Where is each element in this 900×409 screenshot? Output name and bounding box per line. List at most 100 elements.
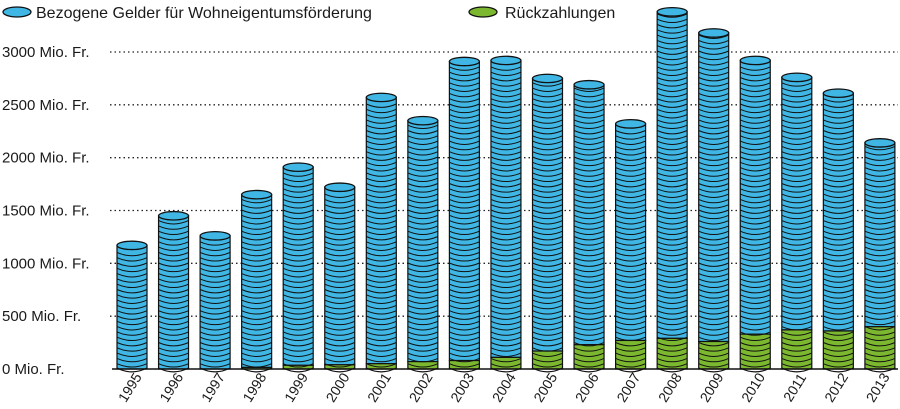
x-tick-label-2000: 2000 (322, 370, 352, 405)
coin-stack-2001 (365, 92, 397, 373)
y-axis-ticks: 0 Mio. Fr. 500 Mio. Fr. 1000 Mio. Fr. 1500 … (2, 44, 90, 378)
coin-edges-2004 (490, 66, 522, 368)
coin-top-2009 (698, 28, 730, 38)
x-tick-label-2002: 2002 (406, 370, 436, 405)
bar-bezogene-gelder-2005 (531, 77, 564, 352)
coin-stack-2009 (698, 28, 730, 373)
y-tick-label-1500: 1500 Mio. Fr. (2, 203, 90, 220)
coin-stack-1995 (116, 240, 148, 373)
x-tick-label-2008: 2008 (655, 370, 685, 405)
legend-item-bezogene-gelder: Bezogene Gelder für Wohneigentumsförderu… (2, 5, 372, 22)
coin-edges-2013 (864, 145, 896, 368)
x-tick-label-2010: 2010 (738, 370, 768, 405)
x-tick-label-1997: 1997 (198, 370, 228, 405)
coin-edges-2007 (615, 130, 646, 368)
coin-edges-1998 (241, 198, 272, 368)
coin-stack-2004 (490, 55, 522, 373)
coin-top-2003 (448, 56, 481, 67)
bars (116, 6, 896, 373)
bar-rueckzahlungen-2013 (864, 326, 896, 370)
legend-label-bezogene-gelder: Bezogene Gelder für Wohneigentumsförderu… (36, 5, 372, 22)
coin-stack-2013 (864, 138, 896, 373)
coin-top-2007 (614, 119, 647, 129)
legend: Bezogene Gelder für Wohneigentumsförderu… (2, 5, 615, 22)
x-tick-label-2012: 2012 (821, 370, 851, 405)
x-tick-label-2007: 2007 (613, 370, 643, 405)
x-tick-label-1996: 1996 (156, 370, 186, 405)
coin-top-2001 (365, 92, 397, 103)
coin-edges-2009 (698, 34, 729, 368)
y-tick-label-2000: 2000 Mio. Fr. (2, 150, 90, 167)
legend-swatch-blue-coin (2, 6, 32, 18)
x-tick-label-2004: 2004 (489, 370, 519, 405)
x-tick-label-1995: 1995 (115, 370, 145, 405)
coin-top-1996 (157, 210, 190, 221)
coin-stack-2011 (781, 72, 813, 373)
coin-edges-1997 (199, 241, 231, 368)
coin-top-2002 (407, 115, 439, 126)
y-tick-label-500: 500 Mio. Fr. (2, 308, 81, 325)
coin-top-2008 (656, 6, 688, 17)
coin-top-1998 (240, 189, 273, 200)
coin-top-2006 (573, 79, 605, 90)
y-tick-label-0: 0 Mio. Fr. (2, 361, 65, 378)
coin-edges-1999 (282, 172, 314, 368)
coin-stack-2007 (614, 119, 647, 373)
coin-edges-2003 (449, 66, 480, 368)
x-tick-label-2009: 2009 (696, 370, 726, 405)
y-tick-label-2500: 2500 Mio. Fr. (2, 97, 90, 114)
x-tick-label-2011: 2011 (780, 370, 810, 404)
bar-bezogene-gelder-2003 (448, 60, 480, 362)
x-tick-label-1999: 1999 (281, 370, 311, 405)
coin-top-2011 (781, 72, 813, 83)
x-tick-label-2006: 2006 (572, 370, 602, 405)
x-tick-label-1998: 1998 (239, 370, 269, 405)
bar-bezogene-gelder-2007 (614, 123, 647, 342)
bar-bezogene-gelder-2002 (407, 120, 439, 363)
coin-stack-1996 (157, 210, 190, 373)
bar-bezogene-gelder-2011 (781, 76, 813, 331)
bar-bezogene-gelder-2000 (324, 186, 356, 366)
bar-rueckzahlungen-2008 (656, 337, 688, 370)
x-tick-label-2005: 2005 (530, 370, 560, 405)
coin-edges-1996 (158, 220, 189, 368)
coin-stack-2008 (656, 6, 688, 373)
coin-edges-2006 (573, 87, 605, 368)
coin-top-1995 (116, 240, 148, 251)
x-tick-label-2003: 2003 (447, 370, 477, 405)
coin-edges-2010 (740, 66, 771, 368)
coin-stack-2012 (822, 88, 854, 373)
coin-stack-2000 (324, 182, 356, 373)
coin-stack-1999 (282, 162, 314, 373)
x-tick-label-2013: 2013 (863, 370, 893, 405)
coin-stack-1997 (199, 231, 231, 373)
x-tick-label-2001: 2001 (364, 370, 394, 405)
coin-top-2010 (739, 55, 771, 66)
coin-stack-2010 (739, 55, 771, 373)
coin-top-1997 (199, 231, 231, 241)
coin-edges-2001 (366, 103, 397, 368)
coin-edges-2000 (324, 193, 355, 368)
y-tick-label-1000: 1000 Mio. Fr. (2, 255, 90, 272)
coin-stack-2003 (448, 56, 481, 373)
coin-edges-2002 (407, 124, 439, 368)
coin-stack-2006 (573, 79, 605, 373)
coin-top-2012 (822, 88, 854, 99)
legend-label-rueckzahlungen: Rückzahlungen (505, 5, 615, 22)
legend-swatch-green-coin (468, 6, 498, 18)
coin-edges-2011 (781, 82, 813, 368)
x-axis-ticks: 1995 1996 1997 1998 1999 2000 2001 2002 2003 2004… (115, 370, 893, 405)
y-tick-label-3000: 3000 Mio. Fr. (2, 44, 90, 61)
coin-stack-2005 (531, 73, 564, 373)
coin-top-2013 (864, 138, 896, 148)
legend-item-rueckzahlungen: Rückzahlungen (468, 5, 615, 22)
coin-edges-2008 (656, 13, 688, 368)
coin-stack-2002 (407, 115, 439, 373)
coin-top-2005 (531, 73, 564, 84)
coin-edges-2012 (823, 98, 854, 368)
coin-top-2000 (324, 182, 356, 193)
bar-bezogene-gelder-2004 (490, 59, 522, 358)
coin-edges-2005 (532, 82, 563, 368)
coin-edges-1995 (116, 251, 148, 368)
